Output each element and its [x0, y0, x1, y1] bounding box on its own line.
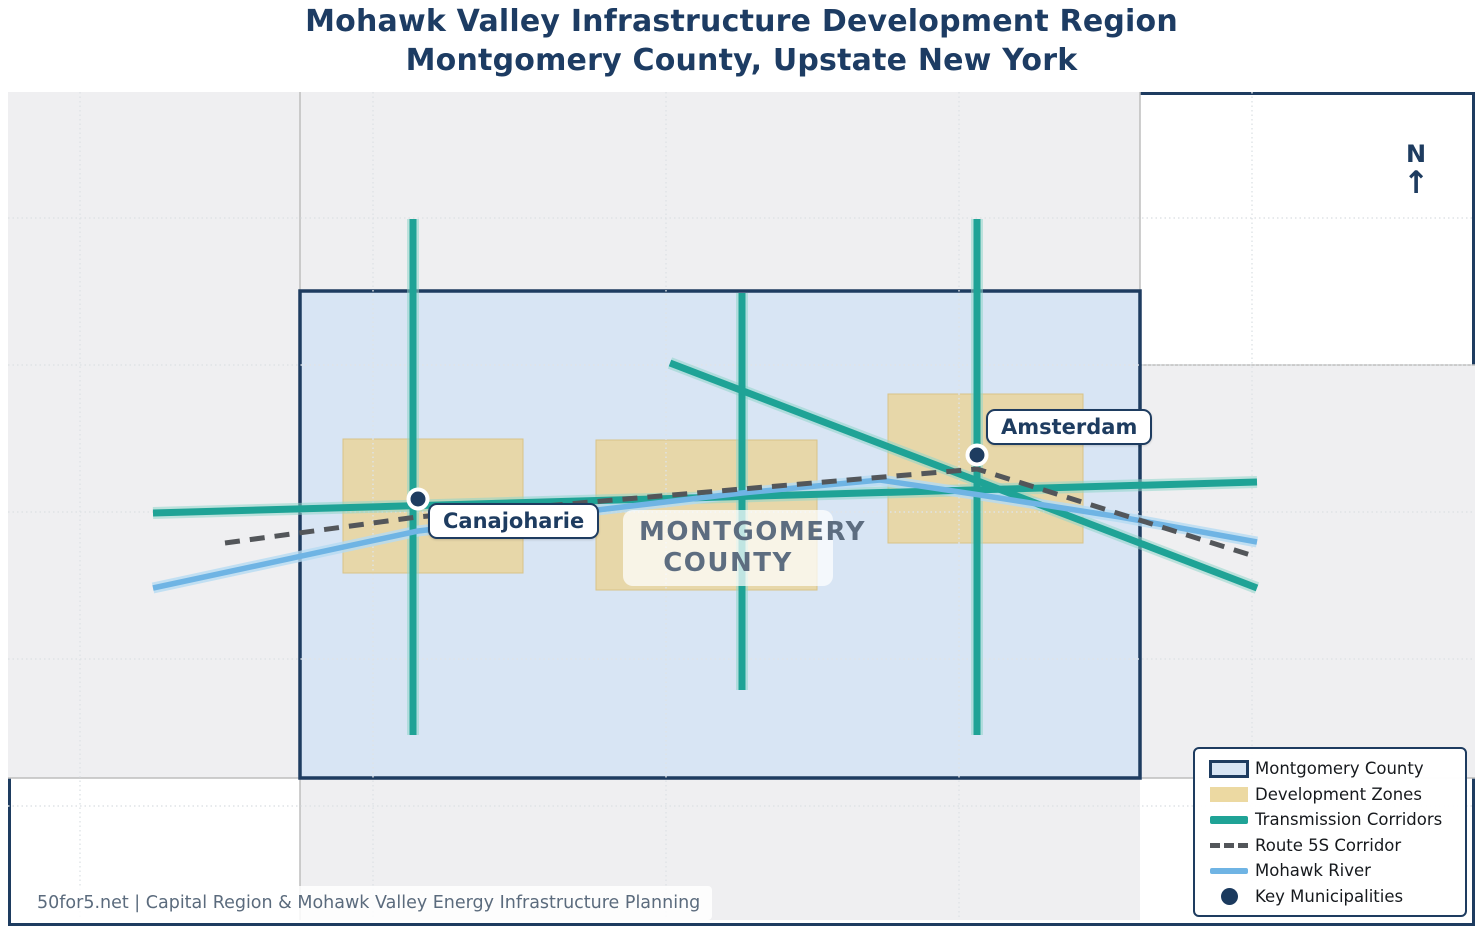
legend-item-label: Route 5S Corridor: [1255, 835, 1402, 855]
legend-swatch-cell: [1203, 842, 1255, 848]
attribution-text: 50for5.net | Capital Region & Mohawk Val…: [25, 886, 713, 920]
municipality-marker-amsterdam: [965, 443, 989, 467]
route-swatch: [1210, 842, 1248, 848]
legend-item-label: Development Zones: [1255, 784, 1422, 804]
municipality-marker-canajoharie: [406, 487, 430, 511]
legend-swatch-cell: [1203, 759, 1255, 778]
municipality-swatch: [1220, 887, 1238, 905]
legend-item-label: Montgomery County: [1255, 759, 1424, 779]
legend-swatch-cell: [1203, 867, 1255, 874]
city-label-amsterdam: Amsterdam: [986, 409, 1153, 445]
north-arrow-icon: ↑: [1403, 165, 1429, 201]
river-swatch: [1210, 867, 1248, 874]
legend-swatch-cell: [1203, 815, 1255, 824]
north-label: N: [1405, 140, 1427, 168]
transmission-swatch: [1210, 815, 1248, 824]
legend-item: Development Zones: [1203, 782, 1457, 808]
mohawk-river: [152, 477, 1258, 591]
legend-item: Montgomery County: [1203, 756, 1457, 782]
legend-item-label: Transmission Corridors: [1255, 810, 1443, 830]
background-panel: [1140, 365, 1475, 778]
legend-swatch-cell: [1203, 786, 1255, 802]
legend-item: Mohawk River: [1203, 858, 1457, 884]
transmission-corridor: [668, 359, 1259, 592]
county-swatch: [1209, 759, 1249, 778]
legend-item: Transmission Corridors: [1203, 807, 1457, 833]
legend-item-label: Key Municipalities: [1255, 886, 1404, 906]
legend-item-label: Mohawk River: [1255, 861, 1371, 881]
city-label-canajoharie: Canajoharie: [428, 503, 600, 539]
zone-swatch: [1210, 786, 1248, 802]
county-name-line-1: MONTGOMERY: [639, 517, 866, 547]
title-line-1: Mohawk Valley Infrastructure Development…: [305, 4, 1178, 39]
title-line-2: Montgomery County, Upstate New York: [405, 43, 1078, 78]
north-indicator: N ↑: [1398, 140, 1434, 201]
legend: Montgomery County Development Zones Transm…: [1193, 747, 1467, 917]
route-5s-corridor: [224, 466, 1258, 560]
legend-swatch-cell: [1203, 887, 1255, 905]
legend-item: Route 5S Corridor: [1203, 833, 1457, 859]
county-name-line-2: COUNTY: [663, 548, 793, 578]
legend-item: Key Municipalities: [1203, 884, 1457, 910]
page-title: Mohawk Valley Infrastructure Development…: [0, 2, 1483, 80]
county-name-label: MONTGOMERY COUNTY: [623, 510, 866, 586]
